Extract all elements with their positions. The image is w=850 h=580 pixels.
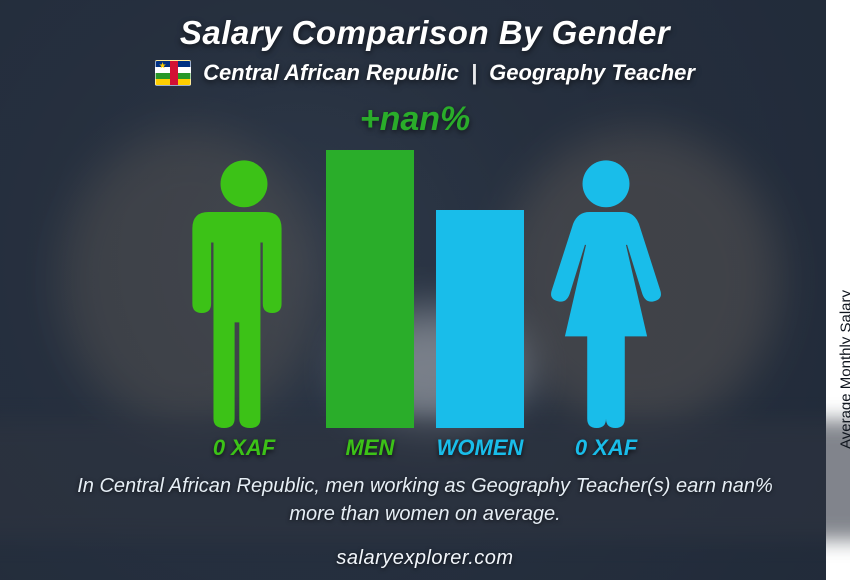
women-category-label: WOMEN (436, 435, 524, 461)
men-value-label: 0 XAF (184, 435, 304, 461)
subtitle-country: Central African Republic (203, 60, 459, 86)
men-category-label: MEN (326, 435, 414, 461)
subtitle-row: Central African Republic | Geography Tea… (0, 60, 850, 86)
page-title: Salary Comparison By Gender (0, 14, 850, 52)
men-person-icon (184, 158, 304, 428)
women-person-icon (546, 158, 666, 428)
men-bar (326, 150, 414, 428)
labels-row: 0 XAF MEN WOMEN 0 XAF (0, 432, 850, 464)
delta-label: +nan% (0, 100, 830, 139)
y-axis-label: Average Monthly Salary (838, 290, 850, 449)
male-icon (184, 158, 304, 428)
flag-icon (155, 60, 191, 86)
female-icon (546, 158, 666, 428)
summary-text: In Central African Republic, men working… (70, 472, 780, 528)
infographic-root: Salary Comparison By Gender Central Afri… (0, 0, 850, 580)
source-credit: salaryexplorer.com (0, 547, 850, 570)
subtitle-job: Geography Teacher (489, 60, 695, 86)
subtitle-separator: | (471, 60, 477, 86)
women-bar (436, 210, 524, 428)
chart-area (0, 138, 850, 428)
women-value-label: 0 XAF (546, 435, 666, 461)
